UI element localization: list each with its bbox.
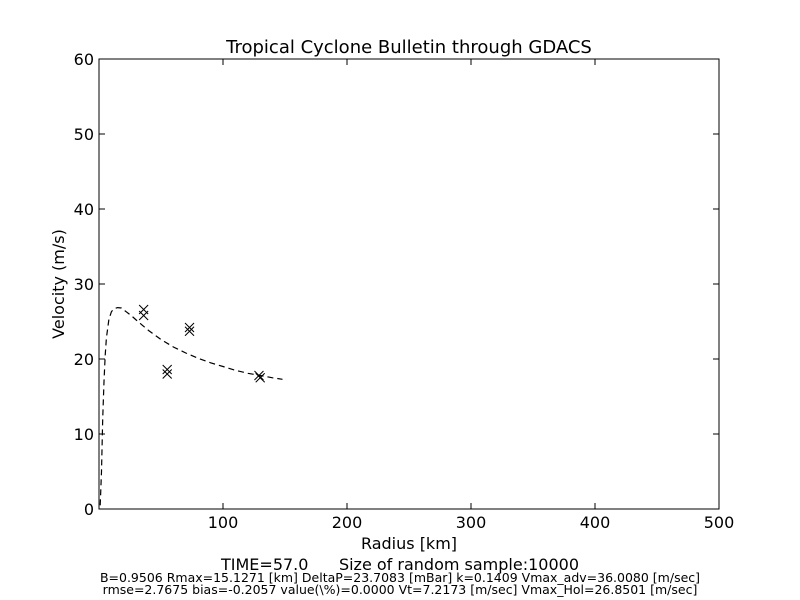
x-tick-label: 200: [332, 513, 363, 532]
x-marker-point: [162, 364, 173, 375]
y-tick-label: 0: [84, 500, 94, 519]
y-axis-ticks: 0 10 20 30 40 50 60: [74, 50, 719, 519]
footer-parameters: B=0.9506 Rmax=15.1271 [km] DeltaP=23.708…: [100, 570, 700, 585]
observation-markers: [138, 304, 266, 383]
y-tick-label: 40: [74, 200, 94, 219]
x-marker-point: [184, 326, 195, 337]
fit-curve-line: [99, 306, 283, 506]
y-axis-label: Velocity (m/s): [49, 229, 68, 339]
y-tick-label: 50: [74, 125, 94, 144]
y-tick-label: 30: [74, 275, 94, 294]
x-marker-point: [162, 369, 173, 379]
y-tick-label: 60: [74, 50, 94, 69]
footer-time-sample: TIME=57.0 Size of random sample:10000: [220, 555, 579, 574]
footer-statistics: rmse=2.7675 bias=-0.2057 value(\%)=0.000…: [103, 582, 698, 597]
x-marker-point: [255, 372, 266, 383]
y-tick-label: 10: [74, 425, 94, 444]
x-tick-label: 100: [208, 513, 239, 532]
plot-area-frame: [98, 58, 720, 510]
x-marker-point: [254, 370, 264, 381]
x-tick-label: 300: [456, 513, 487, 532]
x-tick-label: 500: [704, 513, 735, 532]
x-axis-label: Radius [km]: [361, 534, 457, 553]
x-marker-point: [184, 322, 195, 333]
y-tick-label: 20: [74, 350, 94, 369]
x-axis-ticks: 100 200 300 400 500: [208, 59, 735, 532]
x-marker-point: [138, 310, 149, 321]
chart-title: Tropical Cyclone Bulletin through GDACS: [225, 37, 592, 58]
x-tick-label: 400: [580, 513, 611, 532]
